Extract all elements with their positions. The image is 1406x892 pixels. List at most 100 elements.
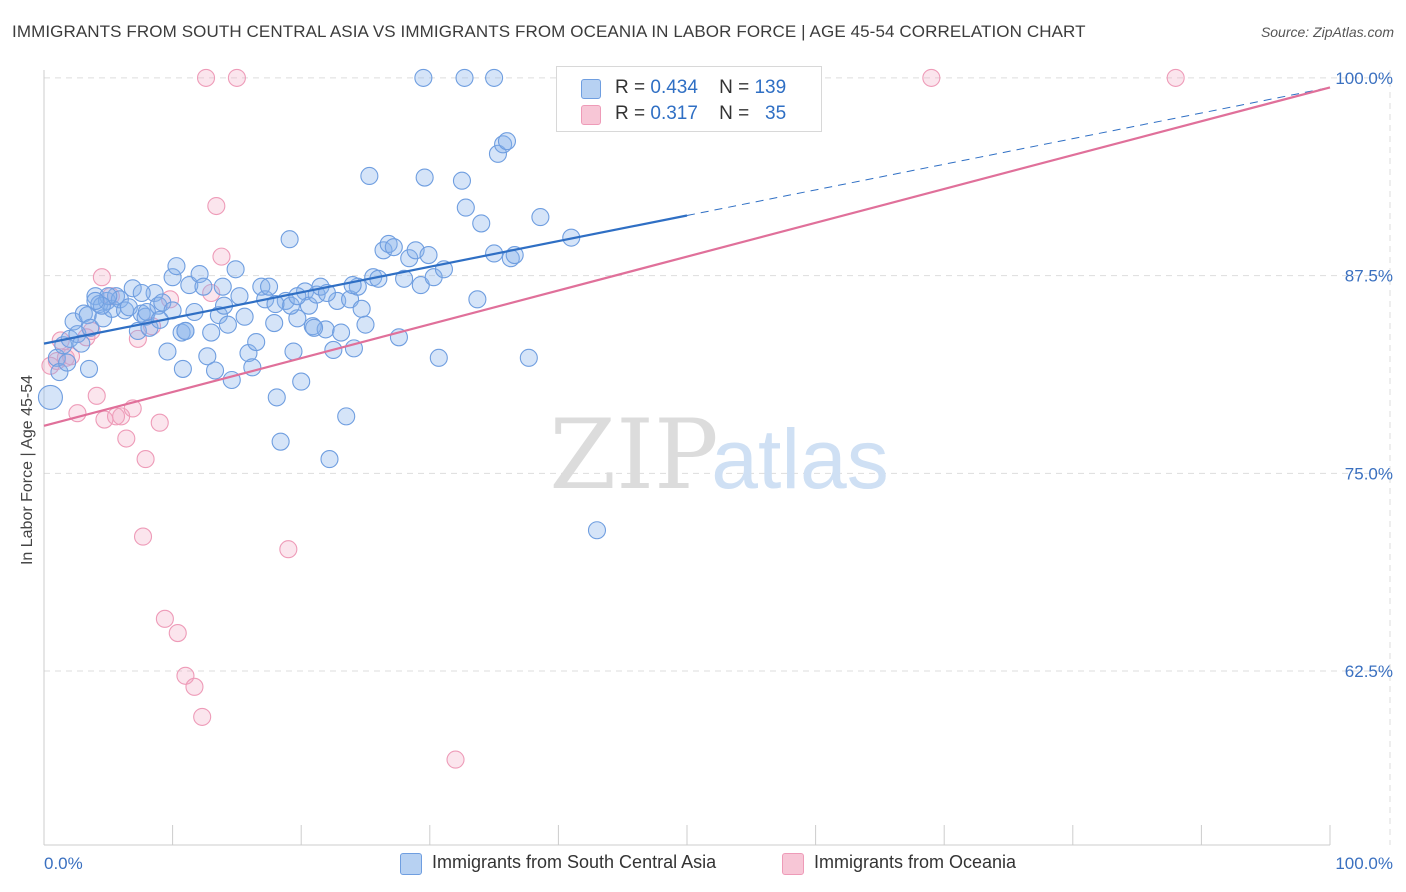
- asia-point: [79, 359, 99, 378]
- asia-point: [288, 287, 307, 306]
- asia-point: [429, 348, 448, 367]
- legend-swatch-blue: [400, 853, 422, 875]
- oceania-point: [150, 413, 169, 432]
- oceania-point: [128, 329, 147, 348]
- asia-point: [468, 290, 487, 309]
- watermark-atlas: atlas: [711, 412, 888, 506]
- oceania-point: [279, 540, 298, 559]
- oceania-point: [207, 196, 226, 216]
- asia-point: [37, 384, 63, 410]
- asia-point: [332, 323, 351, 342]
- asia-point: [343, 276, 362, 295]
- asia-point: [230, 287, 249, 306]
- asia-point: [198, 347, 217, 366]
- south-central-asia-points: [37, 68, 607, 540]
- stats-legend: R = 0.434 N = 139 R = 0.317 N = 35: [556, 66, 822, 132]
- asia-point: [81, 318, 100, 337]
- oceania-point: [193, 707, 212, 726]
- source-label: Source: ZipAtlas.com: [1260, 24, 1394, 40]
- oceania-point: [185, 677, 204, 696]
- asia-point: [455, 68, 474, 87]
- blue-swatch: [581, 79, 601, 99]
- n-label-pink: N =: [719, 103, 750, 124]
- asia-point: [497, 132, 517, 151]
- trend-lines: [43, 86, 1331, 427]
- r-value-blue: 0.434: [650, 77, 698, 98]
- asia-point: [266, 295, 285, 314]
- asia-point: [280, 230, 299, 249]
- asia-point: [132, 283, 151, 303]
- n-label-blue: N =: [719, 77, 750, 98]
- x-tick-label-0: 0.0%: [44, 854, 83, 873]
- asia-point: [485, 68, 504, 87]
- r-label-pink: R =: [615, 103, 646, 124]
- tick-labels: 100.0% 87.5% 75.0% 62.5% 0.0% 100.0%: [44, 69, 1393, 873]
- r-value-pink: 0.317: [650, 103, 698, 124]
- asia-point: [320, 450, 339, 469]
- asia-point: [50, 363, 69, 382]
- asia-point: [158, 342, 177, 361]
- asia-point: [456, 198, 475, 217]
- oceania-trend-line: [43, 86, 1331, 427]
- asia-point: [167, 257, 186, 276]
- pink-swatch: [581, 105, 601, 125]
- asia-point: [265, 314, 284, 333]
- asia-point: [360, 166, 379, 186]
- y-tick-label-3: 62.5%: [1345, 662, 1393, 681]
- asia-point: [209, 306, 228, 325]
- asia-point: [316, 320, 335, 339]
- asia-point: [292, 372, 311, 391]
- asia-point: [226, 260, 245, 279]
- asia-point: [247, 332, 266, 352]
- oceania-points: [41, 68, 1185, 769]
- asia-point: [587, 521, 607, 540]
- asia-point: [205, 361, 225, 380]
- oceania-point: [117, 429, 136, 448]
- watermark-zip: ZIP: [549, 399, 718, 511]
- asia-point: [284, 342, 303, 361]
- asia-point: [194, 277, 213, 296]
- axes: [43, 70, 1331, 846]
- asia-point: [415, 168, 434, 187]
- asia-point: [281, 296, 300, 315]
- legend-label-blue: Immigrants from South Central Asia: [432, 852, 717, 872]
- asia-point: [218, 315, 237, 334]
- legend-swatch-pink: [782, 853, 804, 875]
- asia-trend-extension: [686, 86, 1331, 217]
- oceania-point: [92, 268, 111, 287]
- asia-point: [379, 234, 398, 254]
- n-value-blue: 139: [754, 77, 787, 98]
- asia-point: [176, 321, 195, 341]
- asia-point: [213, 277, 232, 296]
- oceania-point: [133, 527, 153, 546]
- oceania-point: [196, 68, 216, 87]
- asia-point: [267, 388, 286, 407]
- asia-point: [519, 348, 538, 367]
- asia-point: [337, 407, 356, 426]
- oceania-point: [155, 609, 174, 628]
- chart-title: IMMIGRANTS FROM SOUTH CENTRAL ASIA VS IM…: [12, 22, 1086, 41]
- asia-point: [531, 208, 550, 227]
- oceania-point: [136, 450, 155, 469]
- oceania-point: [168, 624, 187, 643]
- asia-point: [395, 269, 414, 288]
- oceania-point: [922, 68, 941, 87]
- asia-point: [163, 268, 182, 287]
- x-tick-label-1: 100.0%: [1335, 854, 1393, 873]
- asia-point: [414, 68, 433, 87]
- n-value-pink: 35: [765, 103, 787, 124]
- asia-point: [352, 299, 371, 318]
- asia-point: [123, 279, 142, 298]
- asia-point: [384, 238, 403, 257]
- asia-point: [356, 315, 375, 334]
- oceania-point: [227, 68, 246, 87]
- asia-point: [472, 214, 491, 233]
- asia-point: [235, 307, 254, 326]
- y-tick-label-2: 75.0%: [1345, 464, 1393, 483]
- watermark: ZIP atlas: [549, 399, 888, 511]
- asia-point: [180, 276, 199, 295]
- asia-point: [488, 144, 508, 163]
- asia-point: [86, 291, 105, 310]
- oceania-point: [446, 750, 465, 769]
